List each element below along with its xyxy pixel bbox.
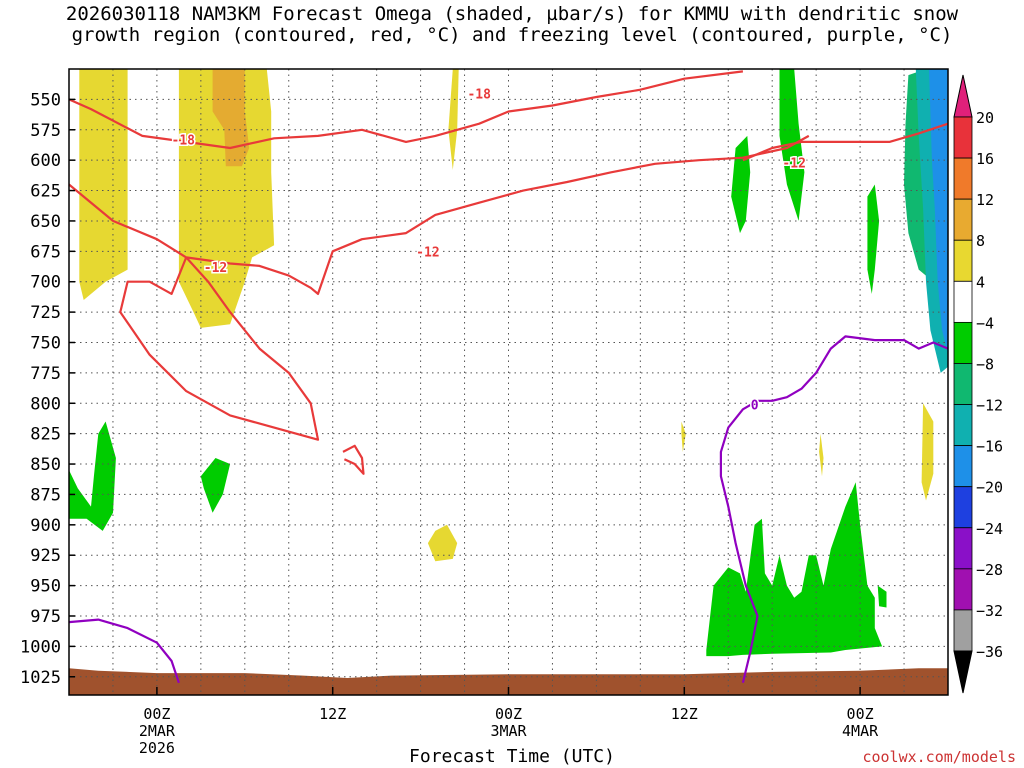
x-tick-label: 00Z (495, 705, 522, 723)
y-tick-label: 650 (30, 212, 61, 232)
y-tick-label: 925 (30, 546, 61, 566)
omega-shading (69, 69, 948, 657)
y-tick-label: 975 (30, 607, 61, 627)
colorbar-label: −12 (976, 397, 1003, 415)
x-tick-year: 2026 (139, 739, 175, 757)
colorbar-swatch (953, 445, 973, 488)
colorbar-label: 8 (976, 232, 985, 250)
colorbar-swatch (953, 198, 973, 241)
contour-labels: -18 -18 -12 -12 -12 0 (170, 86, 807, 415)
colorbar-label: 12 (976, 191, 994, 209)
x-tick-label: 12Z (671, 705, 698, 723)
shade-omega-8-streak (212, 69, 250, 167)
x-axis-label: Forecast Time (UTC) (409, 746, 615, 767)
colorbar-label: −16 (976, 438, 1003, 456)
shade-omega-4-green-600 (731, 135, 751, 234)
colorbar-label: −4 (976, 314, 994, 332)
x-tick-label: 12Z (319, 705, 346, 723)
y-tick-label: 675 (30, 242, 61, 262)
y-tick-label: 575 (30, 121, 61, 141)
shade-omega-4-block-center (178, 69, 275, 328)
colorbar-swatch (953, 404, 973, 447)
contour-label: -18 (467, 87, 491, 102)
y-tick-label: 550 (30, 90, 61, 110)
grid-lines (69, 69, 948, 695)
shade-omega-4-thin-streak (448, 69, 459, 170)
colorbar-label: −32 (976, 602, 1003, 620)
shade-omega-4-green-850 (200, 458, 231, 513)
x-tick-label: 00Z (143, 705, 170, 723)
colorbar-swatch (953, 609, 973, 652)
contour-label: -12 (204, 261, 227, 276)
y-tick-label: 800 (30, 394, 61, 414)
colorbar-label: −36 (976, 643, 1003, 661)
shade-omega-4-right-825 (921, 403, 934, 501)
colorbar-label: −24 (976, 520, 1003, 538)
x-tick-date: 4MAR (842, 722, 879, 740)
contour-label: -12 (782, 157, 805, 172)
contour-dendritic-18c-right- (742, 122, 949, 162)
chart-title-line-2: growth region (contoured, red, °C) and f… (71, 24, 953, 46)
y-tick-label: 825 (30, 425, 61, 445)
shade-omega-4-green-right-edge (877, 585, 887, 608)
colorbar-label: 16 (976, 150, 994, 168)
colorbar-top-arrow (953, 74, 973, 118)
colorbar-swatch (953, 363, 973, 405)
contour-label: -12 (416, 245, 439, 260)
shade-omega-4-small-840 (819, 433, 824, 477)
y-tick-label: 950 (30, 577, 61, 597)
shade-omega-16-right-edge (929, 69, 948, 355)
shade-omega-4-small-825-a (681, 421, 686, 452)
colorbar-swatch (953, 568, 973, 611)
colorbar-label: −20 (976, 479, 1003, 497)
shade-omega-4-green-825-left (69, 421, 116, 531)
colorbar-swatch (953, 321, 973, 364)
contour-label: 0 (751, 398, 759, 413)
y-tick-label: 875 (30, 485, 61, 505)
contour-label: -18 (172, 134, 196, 149)
y-tick-label: 775 (30, 364, 61, 384)
colorbar-swatch (953, 527, 973, 570)
x-tick-label: 00Z (847, 705, 874, 723)
shade-omega-4-blob-925 (427, 524, 458, 562)
contour-freezing-level-0c-left- (68, 618, 180, 684)
contour-dendritic-12c-main- (68, 134, 810, 295)
shade-omega-4-green-lower (706, 482, 883, 657)
shade-omega-4-green-650 (867, 184, 880, 294)
contour-freezing-level-0c-right- (719, 335, 949, 684)
y-tick-label: 600 (30, 151, 61, 171)
contour-dendritic-12c-loop- (119, 256, 320, 441)
contour-lines (68, 70, 949, 684)
y-tick-label: 750 (30, 333, 61, 353)
colorbar-swatch (953, 486, 973, 529)
colorbar-swatch (953, 116, 973, 159)
y-axis: 550 575 600 625 650 675 700 725 750 775 800 825 850 8… (20, 90, 75, 688)
y-tick-label: 850 (30, 455, 61, 475)
y-tick-label: 900 (30, 516, 61, 536)
x-tick-date: 2MAR (139, 722, 176, 740)
colorbar-legend: 20 16 12 8 4 −4 −8 −12 −16 −20 −24 −28 −32 −36 (953, 74, 1003, 694)
shade-omega-4-block-left (79, 69, 128, 300)
contour-dendritic-12c-small-loop- (342, 444, 365, 475)
y-tick-label: 725 (30, 303, 61, 323)
colorbar-swatch (953, 157, 973, 200)
y-tick-label: 1000 (20, 637, 61, 657)
colorbar-swatch (953, 280, 973, 323)
colorbar-label: 20 (976, 109, 994, 127)
site-credit: coolwx.com/models (862, 748, 1016, 766)
colorbar-bottom-arrow (953, 650, 973, 694)
y-tick-label: 625 (30, 182, 61, 202)
x-tick-date: 3MAR (490, 722, 527, 740)
colorbar-label: −28 (976, 561, 1003, 579)
colorbar-label: 4 (976, 273, 985, 291)
contour-dendritic-18c-upper- (68, 70, 744, 150)
y-tick-label: 700 (30, 273, 61, 293)
colorbar-swatch (953, 239, 973, 282)
colorbar-label: −8 (976, 355, 994, 373)
chart-title-line-1: 2026030118 NAM3KM Forecast Omega (shaded… (65, 3, 959, 25)
y-tick-label: 1025 (20, 668, 61, 688)
